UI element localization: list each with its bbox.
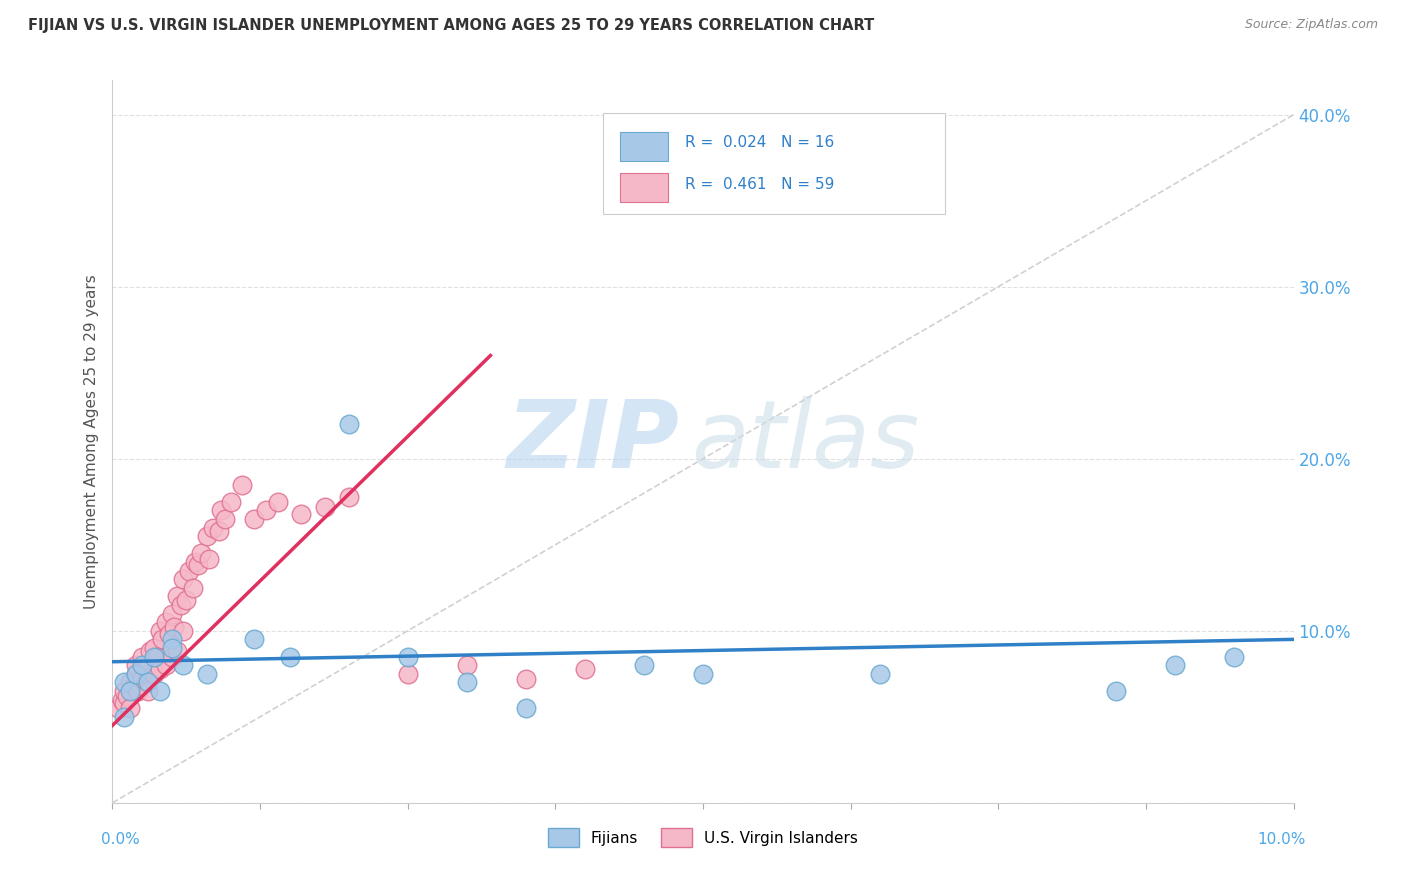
Point — [155, 658, 177, 673]
Point — [149, 684, 172, 698]
Point — [209, 503, 232, 517]
Point — [112, 684, 135, 698]
Point — [290, 507, 312, 521]
Point — [195, 666, 218, 681]
Text: Source: ZipAtlas.com: Source: ZipAtlas.com — [1244, 18, 1378, 31]
Point — [127, 684, 149, 698]
Point — [179, 564, 201, 578]
Point — [195, 529, 218, 543]
Point — [163, 620, 186, 634]
Bar — [620, 173, 668, 202]
Point — [120, 684, 142, 698]
Point — [396, 666, 419, 681]
Text: ZIP: ZIP — [506, 395, 679, 488]
Point — [120, 675, 142, 690]
Point — [254, 503, 277, 517]
Point — [142, 640, 165, 655]
Point — [243, 512, 266, 526]
Point — [396, 649, 419, 664]
Point — [131, 649, 153, 664]
Point — [107, 701, 129, 715]
Point — [456, 675, 478, 690]
Point — [668, 133, 690, 147]
Point — [149, 624, 172, 638]
Point — [243, 632, 266, 647]
Point — [160, 649, 183, 664]
Point — [136, 658, 159, 673]
Point — [515, 672, 537, 686]
Point — [166, 590, 188, 604]
Point — [1223, 649, 1246, 664]
Point — [219, 494, 242, 508]
FancyBboxPatch shape — [603, 112, 945, 214]
Point — [142, 649, 165, 664]
Point — [1164, 658, 1187, 673]
Text: 0.0%: 0.0% — [101, 831, 139, 847]
Point — [278, 649, 301, 664]
Point — [155, 615, 177, 630]
Point — [633, 658, 655, 673]
Point — [172, 658, 194, 673]
Point — [166, 644, 188, 658]
Text: FIJIAN VS U.S. VIRGIN ISLANDER UNEMPLOYMENT AMONG AGES 25 TO 29 YEARS CORRELATIO: FIJIAN VS U.S. VIRGIN ISLANDER UNEMPLOYM… — [28, 18, 875, 33]
Point — [1105, 684, 1128, 698]
Point — [172, 572, 194, 586]
Point — [115, 689, 138, 703]
Point — [160, 607, 183, 621]
Point — [112, 710, 135, 724]
Point — [174, 592, 197, 607]
Point — [184, 555, 207, 569]
Y-axis label: Unemployment Among Ages 25 to 29 years: Unemployment Among Ages 25 to 29 years — [83, 274, 98, 609]
Point — [337, 490, 360, 504]
Point — [170, 598, 193, 612]
Point — [136, 684, 159, 698]
Point — [314, 500, 336, 514]
Point — [160, 640, 183, 655]
Point — [157, 627, 180, 641]
Point — [122, 679, 145, 693]
Point — [112, 675, 135, 690]
Point — [214, 512, 236, 526]
Legend: Fijians, U.S. Virgin Islanders: Fijians, U.S. Virgin Islanders — [543, 822, 863, 853]
Point — [136, 675, 159, 690]
Point — [337, 417, 360, 432]
Point — [131, 672, 153, 686]
Point — [198, 551, 221, 566]
Point — [146, 649, 169, 664]
Point — [120, 701, 142, 715]
Point — [150, 632, 173, 647]
Text: atlas: atlas — [692, 396, 920, 487]
Point — [112, 696, 135, 710]
Point — [456, 658, 478, 673]
Point — [208, 524, 231, 538]
Point — [181, 581, 204, 595]
Point — [692, 666, 714, 681]
Point — [139, 644, 162, 658]
Point — [111, 692, 134, 706]
Point — [869, 666, 891, 681]
Point — [142, 666, 165, 681]
Point — [125, 666, 148, 681]
Point — [160, 632, 183, 647]
Point — [515, 701, 537, 715]
Bar — [620, 132, 668, 161]
Text: R =  0.461   N = 59: R = 0.461 N = 59 — [685, 177, 835, 192]
Point — [125, 658, 148, 673]
Point — [574, 662, 596, 676]
Point — [149, 662, 172, 676]
Point — [186, 558, 208, 573]
Point — [267, 494, 290, 508]
Point — [231, 477, 253, 491]
Point — [131, 658, 153, 673]
Point — [190, 546, 212, 560]
Text: 10.0%: 10.0% — [1257, 831, 1305, 847]
Point — [201, 520, 224, 534]
Point — [135, 675, 157, 690]
Point — [125, 666, 148, 681]
Text: R =  0.024   N = 16: R = 0.024 N = 16 — [685, 136, 835, 150]
Point — [172, 624, 194, 638]
